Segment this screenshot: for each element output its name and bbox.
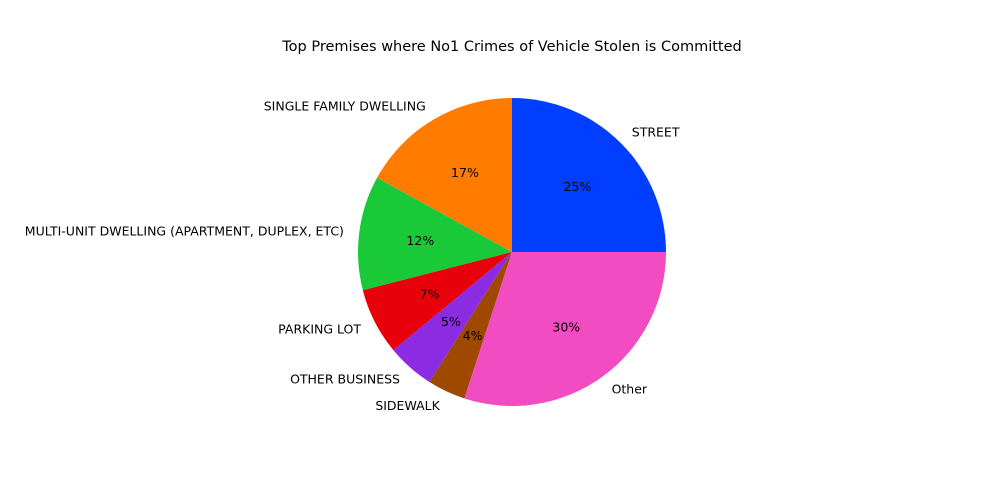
slice-percent-3: 7%: [420, 286, 440, 301]
slice-label-5: SIDEWALK: [375, 398, 440, 413]
pie-slice-0: [512, 98, 666, 252]
pie-labels: STREET 25% SINGLE FAMILY DWELLING 17% MULTI-…: [25, 99, 680, 413]
slice-label-2: MULTI-UNIT DWELLING (APARTMENT, DUPLEX, …: [25, 223, 344, 238]
slice-percent-2: 12%: [406, 233, 434, 248]
slice-label-1: SINGLE FAMILY DWELLING: [264, 99, 426, 114]
pie-slice-1: [377, 98, 512, 252]
pie-slice-5: [429, 252, 512, 399]
pie-slice-6: [464, 252, 666, 406]
slice-percent-1: 17%: [451, 165, 479, 180]
slice-label-3: PARKING LOT: [278, 321, 361, 336]
slice-percent-0: 25%: [563, 179, 591, 194]
pie-slice-3: [362, 252, 512, 351]
pie-slice-4: [393, 252, 512, 383]
slice-percent-5: 4%: [463, 328, 483, 343]
pie-slice-2: [358, 177, 512, 291]
pie-slices: [358, 98, 666, 406]
slice-label-0: STREET: [632, 125, 680, 140]
slice-label-6: Other: [612, 382, 648, 397]
chart-title: Top Premises where No1 Crimes of Vehicle…: [281, 39, 741, 55]
slice-percent-6: 30%: [552, 319, 580, 334]
slice-percent-4: 5%: [441, 314, 461, 329]
slice-label-4: OTHER BUSINESS: [290, 372, 400, 387]
